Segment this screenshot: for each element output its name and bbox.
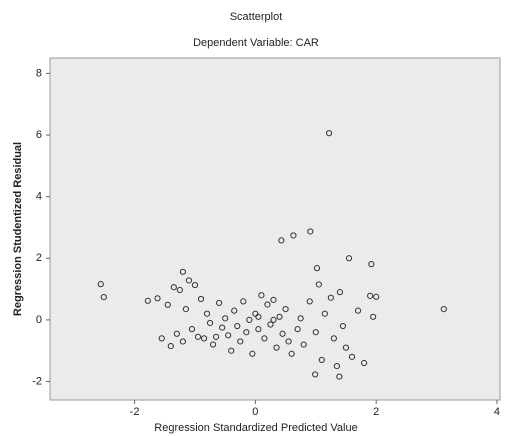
point [294, 326, 301, 333]
point [267, 321, 274, 328]
point [97, 281, 104, 288]
point [370, 313, 377, 320]
point [170, 284, 177, 291]
point [261, 335, 268, 342]
point [185, 277, 193, 284]
point [209, 341, 217, 348]
point [276, 313, 283, 320]
point [188, 326, 196, 333]
point [222, 315, 229, 322]
point [249, 350, 256, 357]
point [206, 319, 214, 327]
y-tick-label: 8 [36, 67, 42, 79]
point [318, 356, 325, 364]
point [176, 286, 183, 294]
point [173, 330, 180, 337]
point [345, 255, 353, 262]
y-tick-label: 0 [36, 314, 42, 326]
point [231, 307, 238, 314]
point [203, 310, 211, 317]
point [216, 299, 223, 307]
chart-subtitle: Dependent Variable: CAR [193, 37, 319, 49]
point [213, 333, 220, 340]
point [354, 307, 362, 314]
x-tick-label: 2 [373, 406, 379, 418]
point [200, 335, 208, 342]
point [234, 322, 241, 330]
point [367, 292, 374, 299]
point [306, 298, 313, 305]
point [164, 301, 171, 308]
point [197, 295, 205, 303]
point [285, 338, 292, 345]
point [336, 289, 344, 296]
point [278, 237, 285, 244]
point [339, 322, 347, 330]
y-axis-label: Regression Studentized Residual [12, 142, 24, 316]
point [313, 265, 321, 272]
point [321, 310, 328, 317]
point [237, 338, 244, 345]
point [440, 306, 447, 313]
point [279, 330, 286, 337]
plot-area [49, 57, 501, 401]
y-tick-label: 6 [36, 129, 42, 141]
point [282, 306, 289, 313]
point [100, 293, 107, 301]
point [179, 268, 186, 275]
point [307, 228, 314, 235]
point [315, 281, 322, 288]
point [243, 329, 250, 336]
point [240, 298, 247, 305]
point [219, 324, 226, 331]
point [330, 335, 337, 342]
point [360, 359, 368, 367]
point [158, 335, 165, 342]
point [264, 301, 271, 308]
point [255, 326, 262, 333]
y-tick-label: 4 [36, 191, 42, 203]
point [290, 232, 297, 239]
point [191, 281, 199, 289]
point [336, 373, 343, 380]
chart-title: Scatterplot [230, 11, 283, 23]
point [225, 332, 232, 339]
point [258, 292, 265, 299]
point [342, 344, 350, 351]
point [167, 342, 174, 350]
point [348, 353, 356, 360]
point [333, 363, 341, 370]
x-tick-label: -2 [130, 406, 140, 418]
x-axis-label: Regression Standardized Predicted Value [154, 422, 357, 434]
point [154, 295, 161, 302]
point [270, 316, 277, 323]
point [270, 296, 277, 303]
point [312, 371, 319, 378]
point [194, 333, 202, 340]
point [246, 316, 253, 323]
point [182, 306, 190, 313]
point [144, 297, 151, 304]
point [228, 347, 235, 354]
point [300, 341, 307, 348]
point [288, 350, 295, 357]
point [255, 313, 262, 320]
point [297, 315, 304, 322]
point [373, 293, 380, 300]
x-tick-label: 0 [252, 406, 258, 418]
point [179, 338, 186, 345]
point [312, 329, 319, 336]
y-tick-label: -2 [32, 375, 42, 387]
point [325, 130, 333, 137]
point [368, 261, 375, 268]
point [273, 344, 280, 351]
x-tick-label: 4 [494, 406, 500, 418]
point [327, 294, 334, 301]
y-tick-label: 2 [36, 252, 42, 264]
